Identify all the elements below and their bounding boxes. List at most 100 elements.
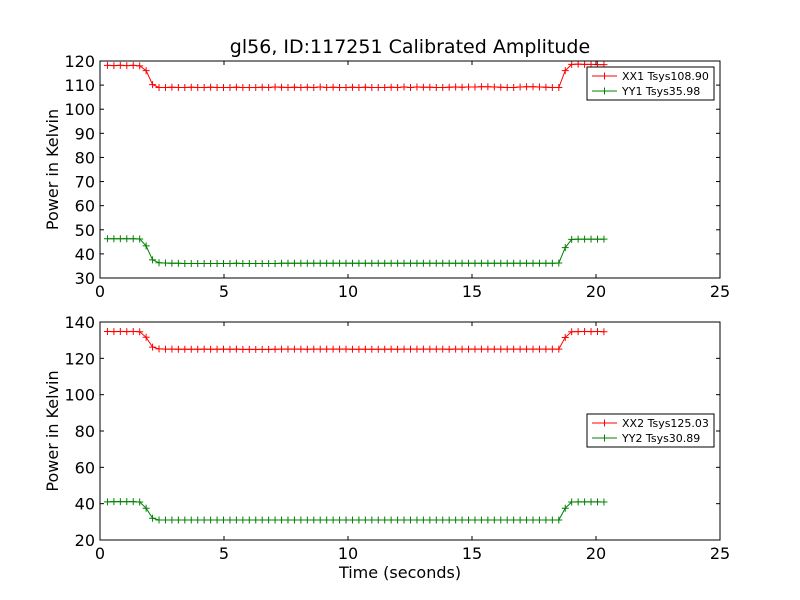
data-point bbox=[368, 516, 376, 524]
data-point bbox=[213, 516, 221, 524]
data-point bbox=[155, 516, 163, 524]
y-tick-label: 140 bbox=[64, 313, 95, 332]
data-point bbox=[510, 84, 518, 92]
data-point bbox=[123, 498, 131, 506]
data-point bbox=[542, 516, 550, 524]
data-point bbox=[174, 516, 182, 524]
data-point bbox=[535, 259, 543, 267]
data-point bbox=[445, 259, 453, 267]
data-point bbox=[200, 260, 208, 268]
data-point bbox=[516, 345, 524, 353]
data-point bbox=[207, 516, 215, 524]
data-point bbox=[529, 83, 537, 91]
data-point bbox=[329, 259, 337, 267]
data-point bbox=[426, 259, 434, 267]
data-point bbox=[252, 345, 260, 353]
data-point bbox=[426, 516, 434, 524]
data-point bbox=[419, 345, 427, 353]
y-axis-label: Power in Kelvin bbox=[43, 109, 62, 230]
data-point bbox=[503, 516, 511, 524]
data-point bbox=[394, 84, 402, 92]
data-point bbox=[387, 516, 395, 524]
y-tick-label: 70 bbox=[75, 173, 95, 192]
data-point bbox=[381, 84, 389, 92]
data-point bbox=[252, 84, 260, 92]
data-point bbox=[194, 84, 202, 92]
data-point bbox=[323, 516, 331, 524]
data-point bbox=[303, 259, 311, 267]
data-point bbox=[149, 514, 157, 522]
data-point bbox=[600, 328, 608, 336]
data-point bbox=[361, 345, 369, 353]
data-point bbox=[155, 259, 163, 267]
data-point bbox=[497, 83, 505, 91]
y-tick-label: 110 bbox=[64, 76, 95, 95]
data-point bbox=[484, 345, 492, 353]
data-point bbox=[310, 259, 318, 267]
data-point bbox=[123, 328, 131, 336]
data-point bbox=[490, 516, 498, 524]
data-point bbox=[258, 516, 266, 524]
data-point bbox=[329, 83, 337, 91]
data-point bbox=[587, 498, 595, 506]
data-point bbox=[303, 83, 311, 91]
data-point bbox=[503, 84, 511, 92]
data-point bbox=[374, 345, 382, 353]
data-point bbox=[103, 498, 111, 506]
data-point bbox=[568, 235, 576, 243]
data-point bbox=[574, 60, 582, 68]
data-point bbox=[149, 81, 157, 89]
data-point bbox=[239, 516, 247, 524]
data-point bbox=[374, 516, 382, 524]
y-tick-label: 40 bbox=[75, 495, 95, 514]
data-point bbox=[336, 259, 344, 267]
data-point bbox=[574, 235, 582, 243]
data-point bbox=[290, 345, 298, 353]
data-point bbox=[426, 83, 434, 91]
data-point bbox=[271, 516, 279, 524]
data-point bbox=[477, 516, 485, 524]
data-point bbox=[529, 259, 537, 267]
data-point bbox=[432, 84, 440, 92]
data-point bbox=[484, 259, 492, 267]
chart-title: gl56, ID:117251 Calibrated Amplitude bbox=[230, 36, 590, 58]
data-point bbox=[523, 259, 531, 267]
data-point bbox=[220, 260, 228, 268]
data-point bbox=[374, 84, 382, 92]
data-point bbox=[581, 60, 589, 68]
data-point bbox=[136, 328, 144, 336]
data-point bbox=[129, 61, 137, 69]
data-point bbox=[149, 256, 157, 264]
data-point bbox=[445, 516, 453, 524]
legend-label: XX1 Tsys108.90 bbox=[622, 70, 709, 83]
data-point bbox=[290, 259, 298, 267]
data-point bbox=[316, 83, 324, 91]
data-point bbox=[400, 259, 408, 267]
data-point bbox=[548, 516, 556, 524]
data-point bbox=[194, 260, 202, 268]
data-point bbox=[329, 345, 337, 353]
data-point bbox=[471, 83, 479, 91]
data-point bbox=[368, 84, 376, 92]
data-point bbox=[310, 345, 318, 353]
data-point bbox=[297, 345, 305, 353]
data-point bbox=[200, 345, 208, 353]
data-point bbox=[336, 516, 344, 524]
data-point bbox=[168, 259, 176, 267]
data-point bbox=[129, 498, 137, 506]
data-point bbox=[220, 345, 228, 353]
data-point bbox=[419, 516, 427, 524]
data-point bbox=[187, 345, 195, 353]
data-point bbox=[484, 83, 492, 91]
data-point bbox=[593, 498, 601, 506]
x-tick-label: 0 bbox=[95, 544, 105, 563]
series-XX1 Tsys108.90 bbox=[103, 60, 608, 92]
data-point bbox=[394, 516, 402, 524]
data-point bbox=[258, 83, 266, 91]
data-point bbox=[342, 516, 350, 524]
legend-label: XX2 Tsys125.03 bbox=[622, 417, 709, 430]
data-point bbox=[290, 83, 298, 91]
data-point bbox=[368, 345, 376, 353]
data-point bbox=[432, 259, 440, 267]
data-point bbox=[136, 498, 144, 506]
